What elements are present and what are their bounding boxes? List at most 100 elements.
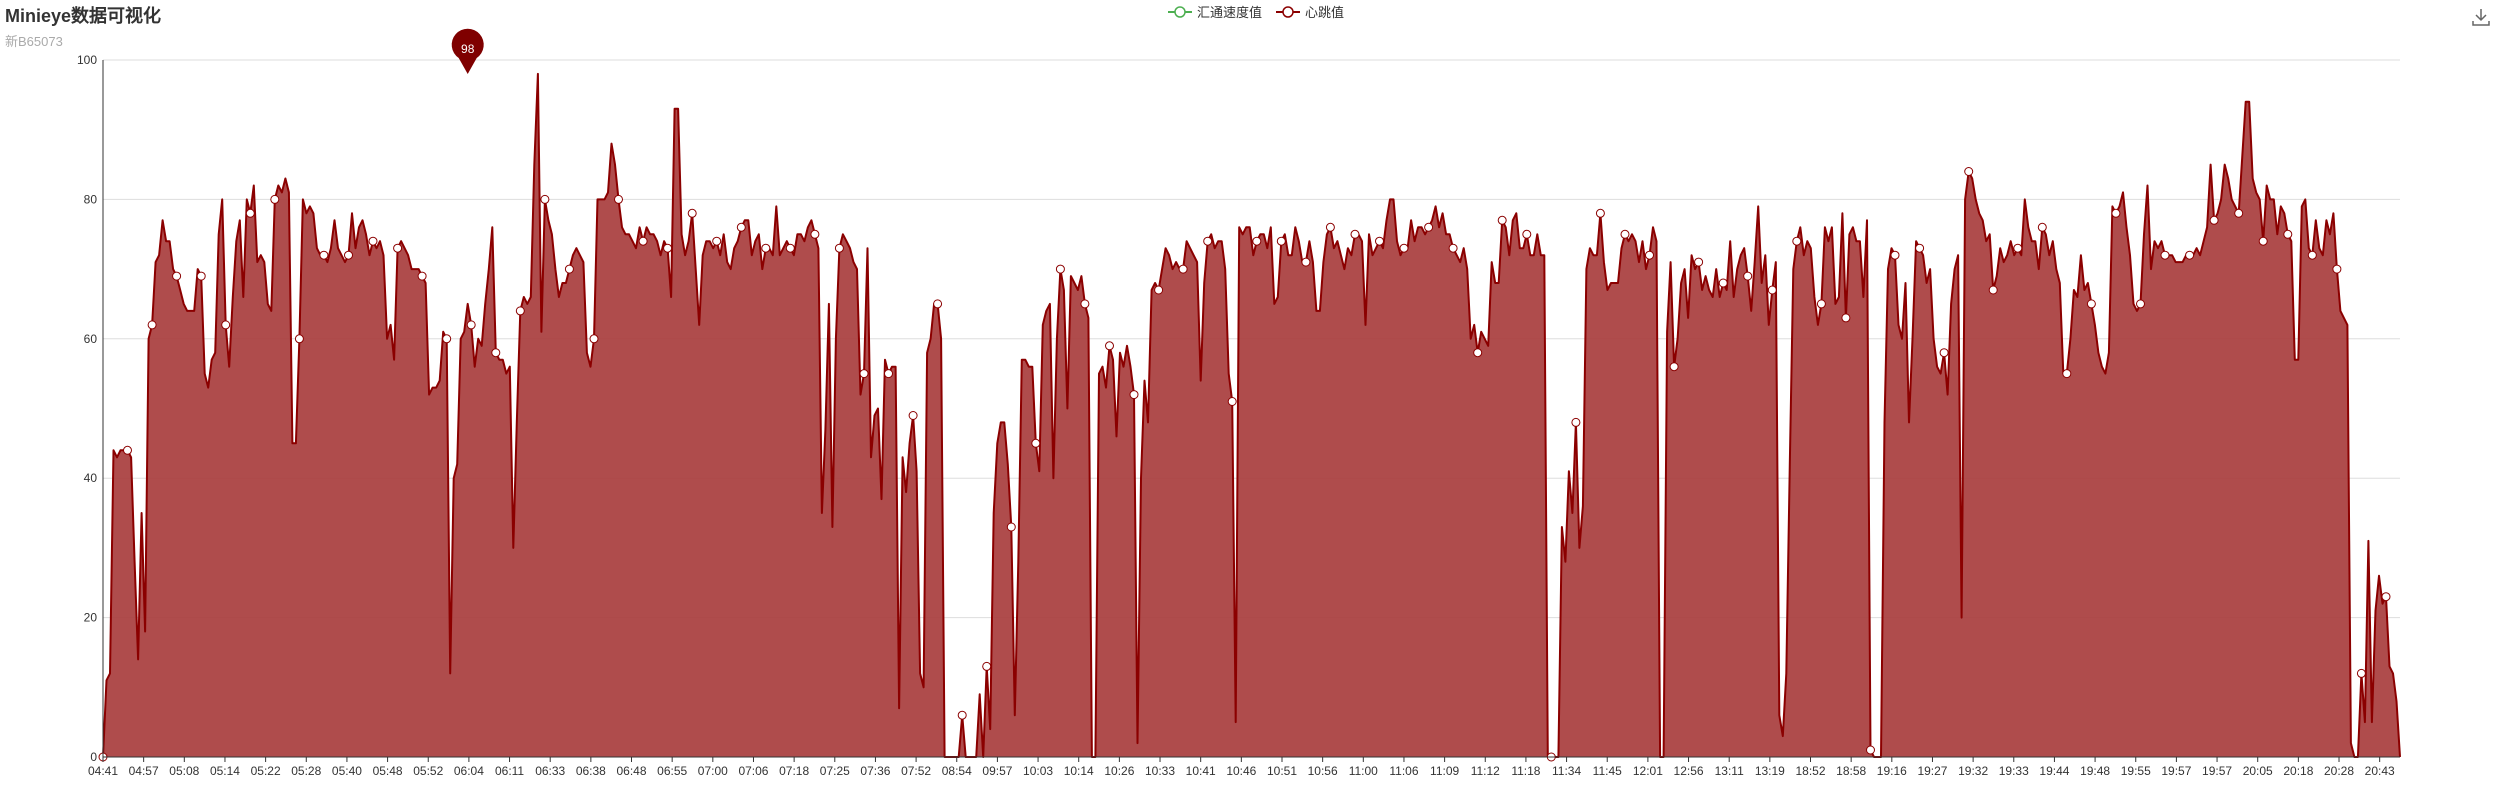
data-point (1645, 250, 1654, 260)
data-point (294, 334, 304, 344)
data-point (1473, 348, 1483, 358)
x-tick-label: 18:58 (1836, 764, 1866, 778)
x-tick-label: 19:57 (2202, 764, 2232, 778)
x-tick-label: 13:11 (1715, 764, 1744, 778)
max-pin-label: 98 (461, 42, 475, 56)
x-tick-label: 13:19 (1755, 764, 1785, 778)
data-point (834, 243, 844, 253)
x-tick-label: 06:33 (535, 764, 565, 778)
y-tick-label: 40 (84, 471, 98, 485)
data-point (1669, 362, 1679, 372)
x-tick-label: 04:57 (129, 764, 159, 778)
data-point (1694, 257, 1704, 267)
data-point (2136, 299, 2145, 309)
data-point (2356, 668, 2366, 678)
x-tick-label: 11:45 (1593, 764, 1622, 778)
data-point (1767, 285, 1777, 295)
x-tick-label: 06:38 (576, 764, 606, 778)
x-tick-label: 10:51 (1267, 764, 1297, 778)
data-point (172, 271, 182, 281)
y-tick-label: 20 (84, 611, 98, 625)
x-tick-label: 10:46 (1226, 764, 1256, 778)
data-point (344, 250, 353, 260)
data-point (957, 710, 967, 720)
data-point (270, 194, 280, 204)
data-point (982, 661, 992, 671)
x-tick-label: 05:08 (169, 764, 199, 778)
data-point (859, 369, 869, 379)
x-tick-label: 05:28 (291, 764, 321, 778)
download-icon[interactable] (2470, 6, 2492, 28)
data-point (1325, 222, 1335, 232)
data-point (2258, 236, 2268, 246)
x-tick-label: 10:14 (1064, 764, 1094, 778)
page-subtitle: 新B65073 (5, 34, 63, 49)
y-tick-label: 0 (90, 750, 97, 764)
data-point (466, 320, 476, 330)
x-tick-label: 10:33 (1145, 764, 1175, 778)
data-point (2283, 229, 2293, 239)
legend-item-speed[interactable]: 汇通速度值 (1168, 2, 1262, 21)
data-point (761, 243, 771, 253)
x-tick-label: 19:27 (1917, 764, 1947, 778)
x-tick-label: 11:06 (1389, 764, 1418, 778)
data-point (1203, 236, 1213, 246)
x-tick-label: 05:48 (373, 764, 403, 778)
data-point (2209, 215, 2219, 225)
data-point (2381, 592, 2391, 602)
x-tick-label: 19:48 (2080, 764, 2110, 778)
x-tick-label: 07:00 (698, 764, 728, 778)
data-point (1227, 397, 1237, 406)
data-point (2307, 250, 2317, 260)
x-tick-label: 12:01 (1633, 764, 1663, 778)
x-tick-label: 11:00 (1349, 764, 1378, 778)
data-point (2013, 243, 2023, 253)
x-tick-label: 07:25 (820, 764, 850, 778)
x-tick-label: 05:40 (332, 764, 362, 778)
data-point (1866, 745, 1875, 755)
x-tick-label: 10:03 (1023, 764, 1053, 778)
x-tick-label: 18:52 (1795, 764, 1825, 778)
x-tick-label: 04:41 (88, 764, 118, 778)
legend-item-heartbeat[interactable]: 心跳值 (1276, 2, 1344, 21)
data-point (196, 271, 206, 281)
data-point (1988, 285, 1998, 295)
data-point (491, 348, 501, 358)
legend-marker-heartbeat (1276, 5, 1301, 18)
data-point (1792, 236, 1802, 246)
data-point (2234, 208, 2244, 218)
data-point (2111, 208, 2121, 218)
data-point (687, 208, 697, 218)
data-point (2062, 369, 2072, 379)
data-point (1178, 264, 1188, 274)
data-point (1522, 229, 1532, 239)
data-point (1006, 522, 1016, 532)
data-point (1497, 215, 1507, 225)
y-tick-label: 100 (77, 53, 97, 67)
x-tick-label: 06:04 (454, 764, 484, 778)
max-pin (451, 28, 484, 74)
data-point (638, 236, 648, 246)
data-point (1841, 313, 1851, 323)
data-point (1154, 285, 1164, 295)
x-tick-label: 08:54 (942, 764, 972, 778)
data-point (2332, 264, 2342, 274)
x-tick-label: 05:14 (210, 764, 240, 778)
data-point (1252, 236, 1262, 246)
legend-label-heartbeat: 心跳值 (1305, 5, 1345, 20)
data-point (1816, 299, 1826, 309)
x-tick-label: 07:52 (901, 764, 931, 778)
data-point (810, 229, 820, 239)
x-tick-label: 20:43 (2365, 764, 2395, 778)
x-tick-label: 12:56 (1674, 764, 1704, 778)
y-tick-label: 60 (84, 332, 98, 346)
chart-legend: 汇通速度值 心跳值 (1168, 2, 1344, 21)
data-point (123, 445, 132, 455)
x-tick-label: 05:22 (251, 764, 281, 778)
data-point (614, 194, 623, 204)
x-tick-label: 20:05 (2243, 764, 2273, 778)
data-point (1399, 243, 1409, 253)
data-point (736, 222, 746, 232)
x-tick-label: 05:52 (413, 764, 443, 778)
